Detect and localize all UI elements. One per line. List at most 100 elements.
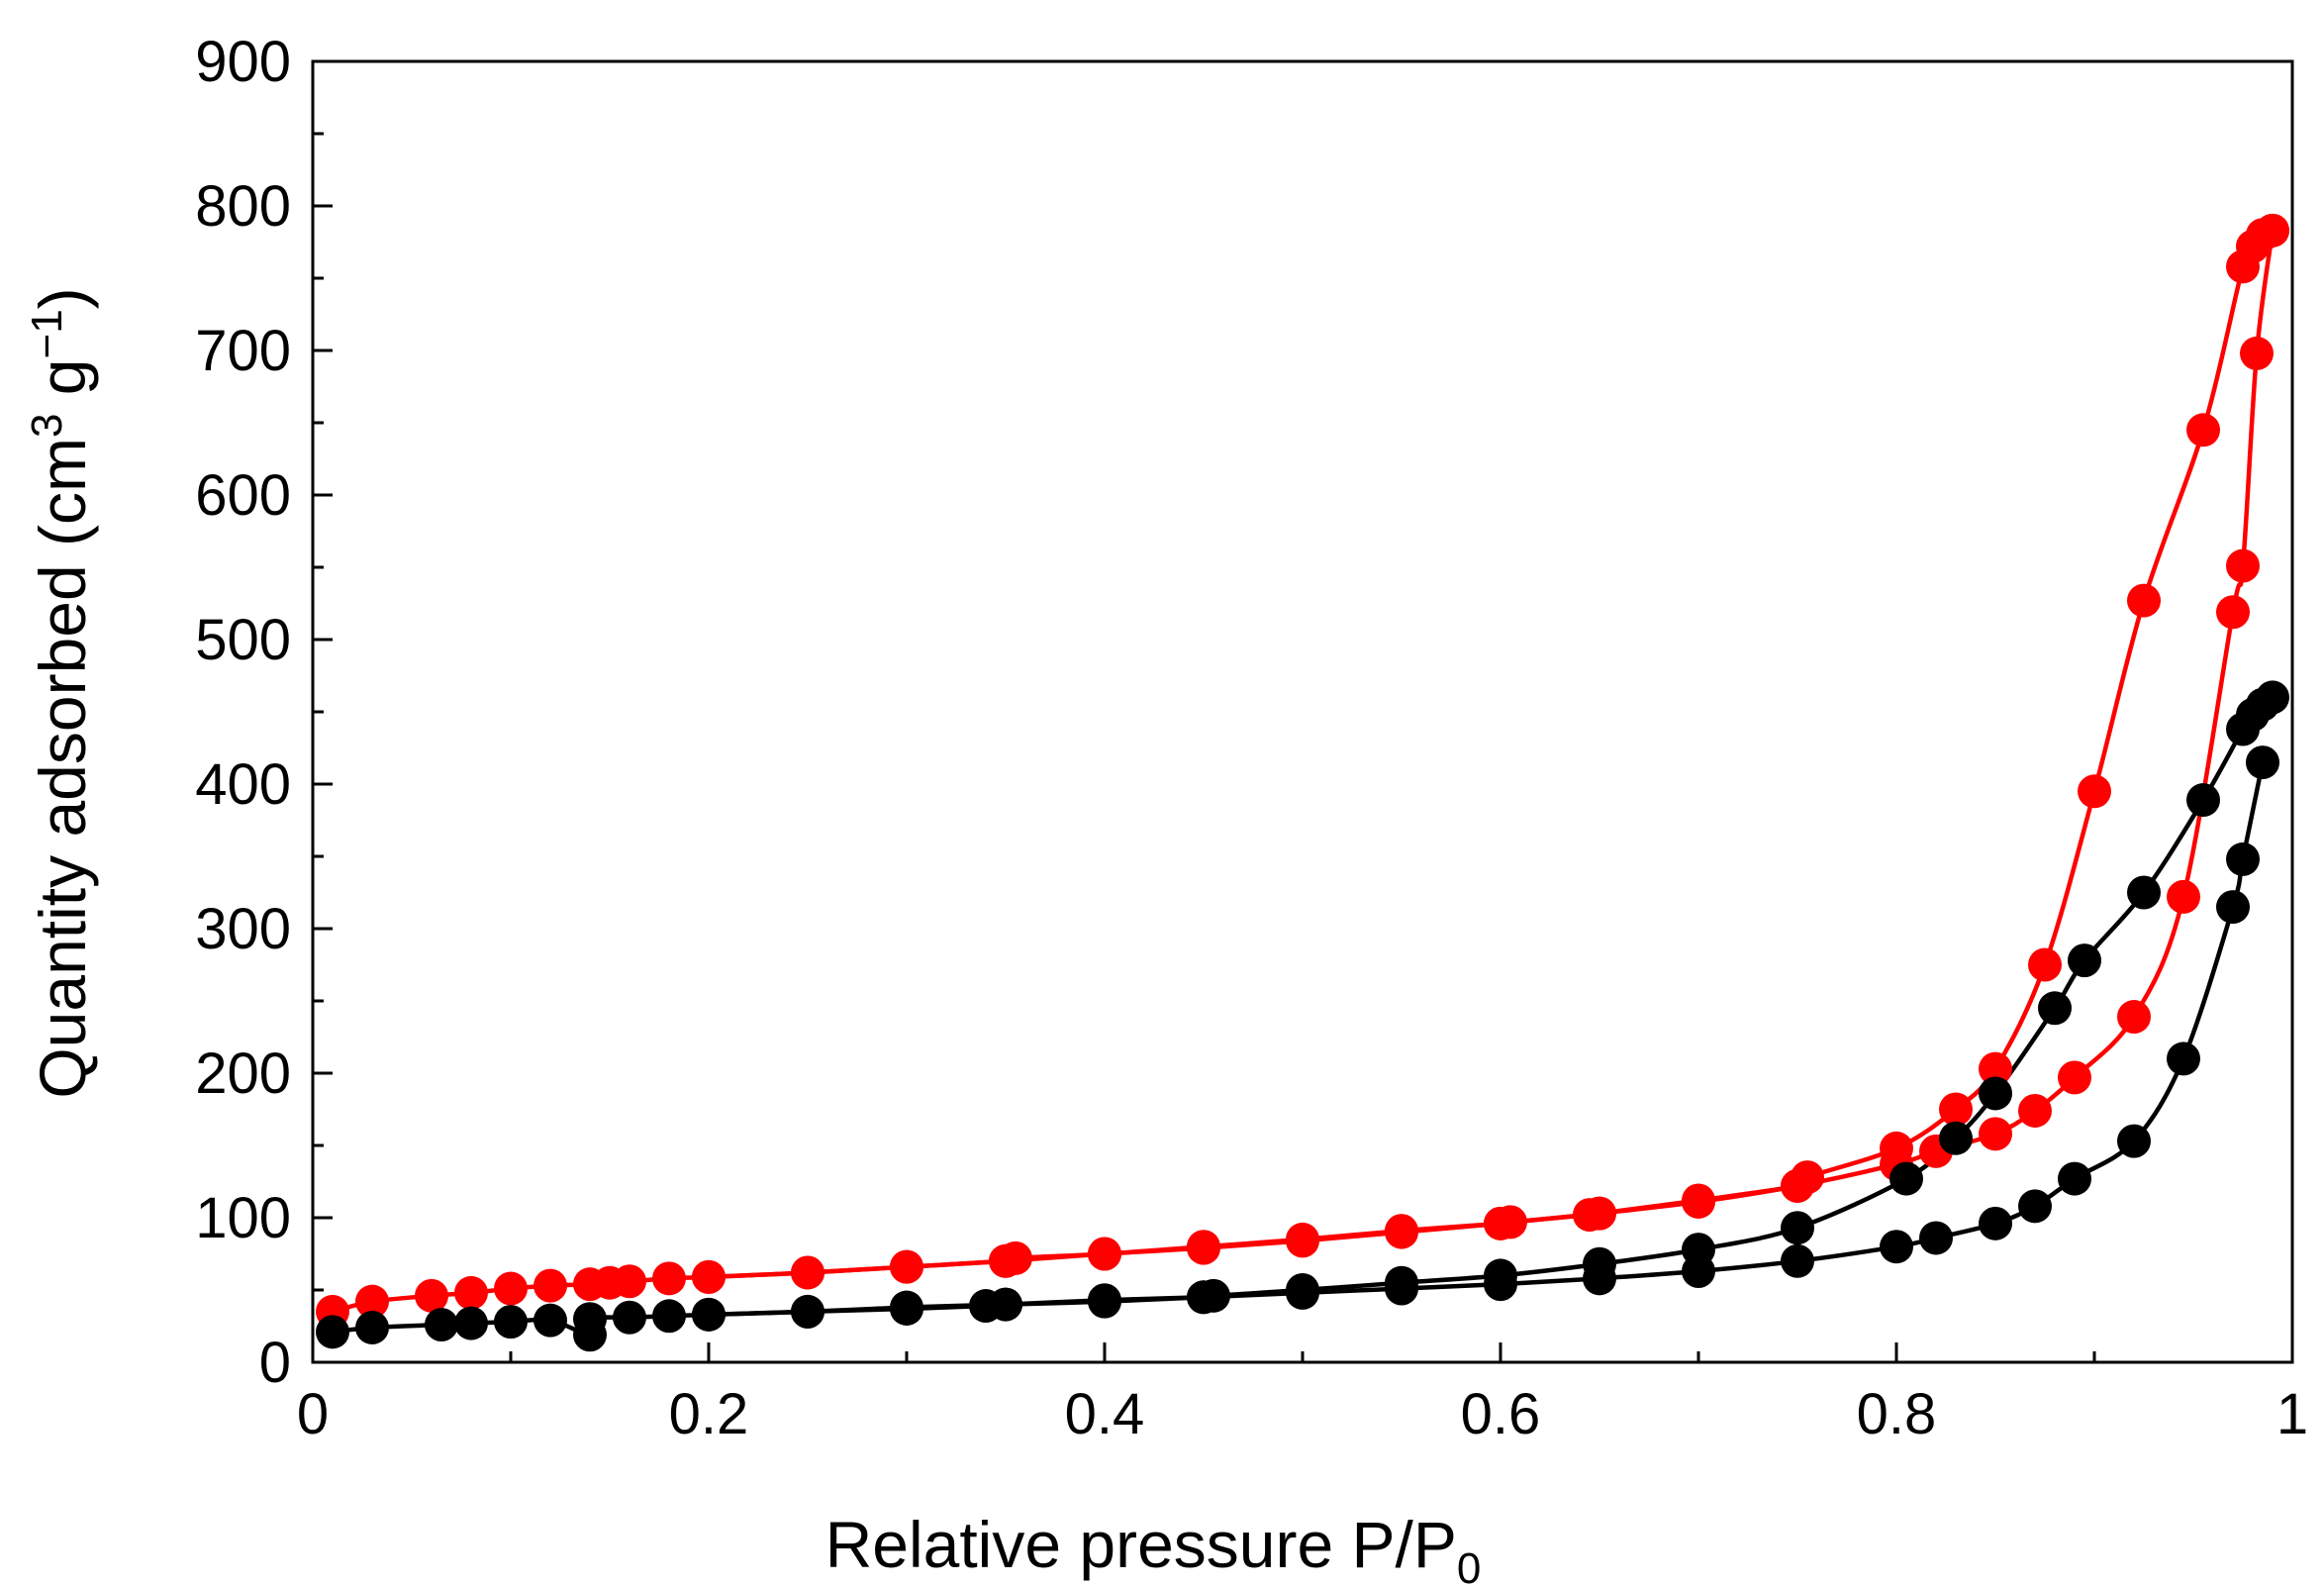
- black-adsorption-point: [613, 1300, 646, 1335]
- red-desorption-point: [989, 1243, 1022, 1278]
- black-adsorption-point: [494, 1305, 528, 1339]
- red-desorption-point: [2078, 774, 2111, 809]
- red-adsorption-point: [2058, 1060, 2091, 1095]
- black-desorption-point: [1583, 1246, 1616, 1281]
- red-desorption-point: [2226, 249, 2260, 284]
- red-desorption-point: [791, 1255, 824, 1290]
- black-adsorption-point: [573, 1302, 607, 1337]
- black-adsorption-point: [533, 1303, 567, 1338]
- y-tick-label: 300: [195, 897, 291, 961]
- red-adsorption-point: [454, 1275, 488, 1310]
- black-desorption-points: [692, 680, 2289, 1332]
- red-desorption-point: [890, 1249, 923, 1284]
- plot-frame: [311, 59, 2294, 1364]
- black-adsorption-point: [1919, 1221, 1953, 1255]
- black-desorption-point: [1088, 1283, 1121, 1318]
- red-adsorption-point: [613, 1264, 646, 1299]
- red-adsorption-point: [2226, 548, 2260, 583]
- x-axis: 0 0.2 0.4 0.6 0.8 1: [297, 1342, 2308, 1446]
- red-desorption-point: [1573, 1198, 1606, 1233]
- y-tick-label: 900: [195, 30, 291, 94]
- red-desorption-point: [1781, 1168, 1814, 1203]
- black-desorption-point: [1484, 1258, 1517, 1293]
- red-desorption-point: [1880, 1131, 1913, 1165]
- red-adsorption-point: [2117, 1000, 2151, 1035]
- red-adsorption-point: [355, 1284, 389, 1319]
- series-lines: [332, 228, 2276, 1338]
- red-desorption-point: [1939, 1092, 1973, 1127]
- black-adsorption-point: [2167, 1041, 2200, 1076]
- black-adsorption-point: [316, 1315, 349, 1349]
- red-adsorption-point: [2018, 1093, 2052, 1128]
- y-tick-label: 200: [195, 1041, 291, 1106]
- red-desorption-points: [692, 213, 2289, 1294]
- black-desorption-point: [2127, 875, 2161, 910]
- black-adsorption-point: [2117, 1124, 2151, 1158]
- red-desorption-point: [1385, 1214, 1418, 1248]
- black-adsorption-point: [2058, 1161, 2091, 1196]
- red-adsorption-point: [494, 1271, 528, 1306]
- red-adsorption-point: [533, 1268, 567, 1303]
- red-desorption-point: [1187, 1230, 1220, 1264]
- y-tick-label: 500: [195, 608, 291, 672]
- y-axis: 0 100 200 300 400 500 600 700 800 900: [195, 30, 333, 1395]
- red-adsorption-point: [2240, 336, 2274, 370]
- x-tick-label: 0.4: [1065, 1382, 1145, 1446]
- black-desorption-point: [1286, 1273, 1319, 1307]
- y-tick-label: 0: [259, 1331, 291, 1395]
- x-tick-label: 0.2: [669, 1382, 749, 1446]
- black-adsorption-point: [1781, 1243, 1814, 1278]
- x-tick-label: 0: [297, 1382, 329, 1446]
- red-adsorption-line: [332, 230, 2276, 1315]
- x-axis-title: Relative pressure P/P0: [825, 1508, 1482, 1587]
- red-desorption-point: [692, 1259, 726, 1294]
- plot-area-border: [311, 59, 2294, 1364]
- black-desorption-point: [890, 1290, 923, 1325]
- black-desorption-point: [2068, 943, 2101, 978]
- y-axis-title: Quantity adsorbed (cm3 g−1): [23, 287, 99, 1098]
- black-desorption-point: [1889, 1161, 1923, 1196]
- x-tick-label: 1: [2276, 1382, 2308, 1446]
- y-tick-label: 700: [195, 319, 291, 383]
- black-adsorption-point: [454, 1306, 488, 1340]
- red-desorption-point: [1088, 1237, 1121, 1271]
- red-desorption-point: [1979, 1051, 2012, 1086]
- red-adsorption-point: [415, 1278, 448, 1313]
- black-desorption-point: [1939, 1121, 1973, 1155]
- red-desorption-line: [708, 228, 2274, 1280]
- black-desorption-point: [692, 1297, 726, 1332]
- black-adsorption-points: [316, 745, 2279, 1352]
- black-adsorption-point: [1979, 1206, 2012, 1240]
- black-adsorption-point: [652, 1299, 686, 1334]
- black-desorption-point: [989, 1287, 1022, 1322]
- red-adsorption-point: [652, 1261, 686, 1296]
- red-desorption-point: [1682, 1183, 1715, 1218]
- black-desorption-point: [1187, 1280, 1220, 1315]
- black-adsorption-point: [1880, 1230, 1913, 1264]
- x-tick-label: 0.6: [1461, 1382, 1541, 1446]
- black-adsorption-point: [355, 1310, 389, 1344]
- black-desorption-point: [1781, 1211, 1814, 1245]
- red-desorption-point: [2127, 583, 2161, 618]
- black-desorption-point: [2038, 991, 2072, 1026]
- red-desorption-point: [1484, 1206, 1517, 1240]
- black-desorption-point: [791, 1294, 824, 1329]
- red-desorption-point: [2186, 413, 2220, 447]
- red-adsorption-point: [1979, 1117, 2012, 1151]
- black-desorption-point: [2226, 712, 2260, 746]
- red-adsorption-point: [2167, 879, 2200, 914]
- series-markers: [316, 213, 2289, 1352]
- series-layer: [316, 213, 2289, 1352]
- black-desorption-point: [1979, 1076, 2012, 1111]
- x-tick-label: 0.8: [1857, 1382, 1937, 1446]
- y-tick-label: 400: [195, 752, 291, 817]
- black-adsorption-point: [2216, 890, 2250, 925]
- black-adsorption-point: [2246, 745, 2279, 780]
- black-desorption-point: [1385, 1265, 1418, 1300]
- black-adsorption-point: [425, 1308, 458, 1342]
- red-adsorption-point: [2216, 595, 2250, 630]
- red-desorption-point: [2028, 947, 2062, 982]
- black-adsorption-point: [2018, 1189, 2052, 1224]
- red-adsorption-points: [316, 213, 2289, 1329]
